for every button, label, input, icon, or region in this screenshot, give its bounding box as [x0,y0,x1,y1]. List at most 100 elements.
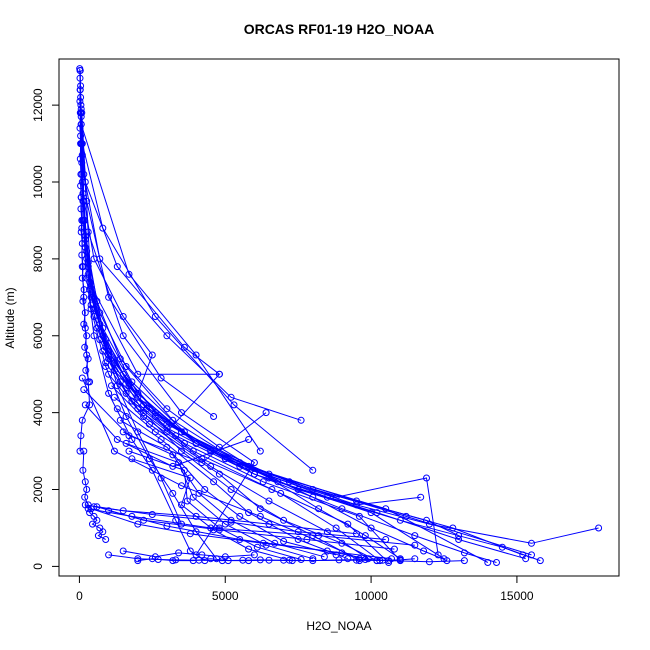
data-point [245,557,253,565]
data-point [128,397,136,405]
data-point [411,532,419,540]
data-point [87,282,95,290]
data-point [148,511,156,518]
data-point [227,393,235,401]
series-45 [77,113,305,424]
series-line [111,385,369,560]
data-point [78,416,86,424]
data-point [323,547,331,555]
data-point [86,509,94,517]
data-point [79,197,87,205]
data-point [81,401,89,409]
data-point [89,520,96,528]
data-point [493,559,500,566]
data-point [125,447,133,455]
data-point [99,224,107,232]
data-point [455,536,463,543]
data-point [423,474,430,482]
data-point [210,478,218,486]
data-point [595,524,603,532]
data-point [353,556,360,564]
data-point [140,413,148,420]
series-line [80,105,220,375]
data-point [309,555,317,563]
data-point [262,409,270,417]
data-point [90,332,98,340]
data-point [116,416,124,424]
series-line [108,510,377,562]
data-point [80,293,88,301]
data-point [76,447,84,455]
data-point [80,216,88,224]
data-point [151,553,159,561]
data-point [192,512,200,520]
data-point [460,557,468,565]
series-line [90,508,392,560]
data-point [309,466,317,474]
data-point [80,447,88,455]
data-point [163,522,171,530]
x-tick-label: 0 [76,589,83,603]
y-tick-label: 8000 [31,245,45,272]
data-point [76,124,84,132]
data-point [148,466,156,474]
data-point [315,532,323,540]
data-point [102,536,110,543]
data-point [183,497,191,505]
data-point [192,351,200,359]
data-point [125,432,133,440]
y-tick-label: 0 [31,563,45,570]
series-line [137,558,465,563]
data-point [134,520,142,528]
data-point [134,393,142,401]
data-point [90,313,98,320]
series-34 [105,507,381,565]
data-point [180,466,188,474]
data-point [265,497,273,505]
data-point [186,474,194,482]
data-point [178,428,185,436]
data-point [245,545,253,553]
data-point [245,436,253,443]
data-point [215,470,223,478]
data-point [484,559,492,566]
data-point [344,555,352,563]
data-point [79,190,87,197]
data-point [81,478,89,486]
data-point [81,178,89,186]
data-point [169,489,177,497]
data-point [113,405,121,413]
data-point [105,507,113,515]
data-point [396,516,404,524]
data-point [83,486,91,493]
data-point [77,432,85,440]
data-point [81,343,89,351]
data-series [76,65,603,566]
data-point [315,505,323,513]
data-point [221,553,229,561]
data-point [84,355,92,363]
data-point [256,505,264,513]
series-line [88,508,415,546]
data-point [210,413,218,420]
data-point [528,551,535,559]
data-point [122,439,130,447]
data-point [99,528,107,536]
data-point [77,113,85,121]
x-axis-label: H2O_NOAA [306,619,371,633]
data-point [344,520,352,528]
data-point [96,255,104,263]
data-point [227,486,235,493]
data-point [215,370,223,378]
data-point [94,532,102,540]
data-point [105,551,113,559]
data-point [169,557,177,565]
data-point [87,505,95,513]
series-36 [80,386,270,467]
data-point [110,393,118,401]
data-point [77,101,85,109]
data-point [390,545,398,553]
series-37 [81,401,253,470]
data-point [420,547,428,555]
